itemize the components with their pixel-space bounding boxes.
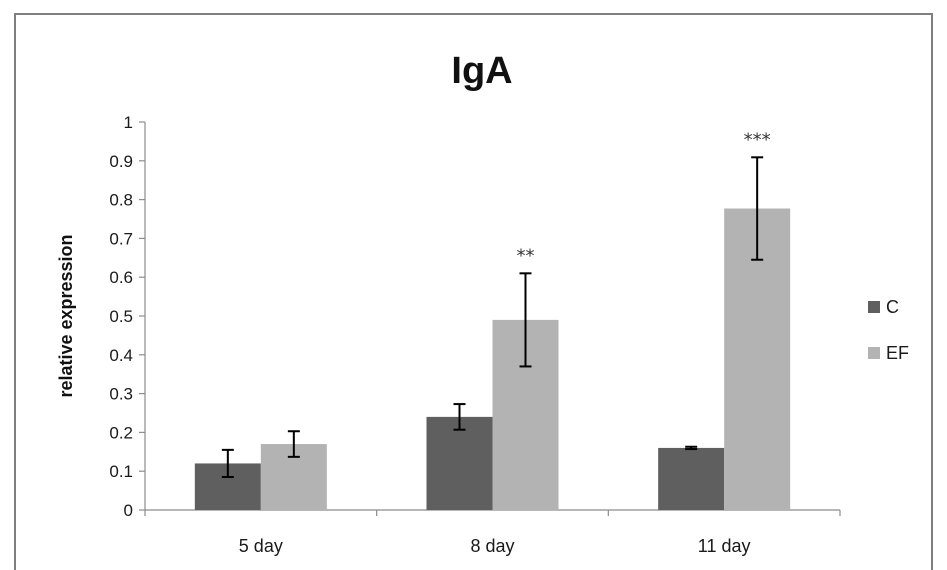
legend-swatch-ef	[868, 347, 880, 359]
y-tick-label: 0.9	[109, 152, 133, 171]
legend-label: EF	[886, 343, 909, 363]
x-tick-label: 8 day	[470, 536, 514, 556]
y-tick-label: 0.6	[109, 268, 133, 287]
y-tick-label: 0.1	[109, 462, 133, 481]
y-axis-label: relative expression	[56, 234, 76, 397]
x-tick-label: 11 day	[698, 536, 751, 556]
significance-marker: ***	[744, 129, 771, 150]
y-tick-label: 0.5	[109, 307, 133, 326]
y-tick-label: 0	[124, 501, 133, 520]
bars	[194, 208, 791, 511]
chart-title: IgA	[451, 50, 512, 92]
error-bars	[221, 156, 764, 479]
annotations: *****	[517, 129, 771, 266]
y-tick-label: 0.3	[109, 385, 133, 404]
x-tick-label: 5 day	[239, 536, 283, 556]
legend-swatch-c	[868, 301, 880, 313]
y-tick-label: 0.4	[109, 346, 133, 365]
bar-c-1	[426, 416, 493, 510]
bar-c-2	[658, 447, 725, 510]
y-tick-label: 1	[124, 113, 133, 132]
y-tick-label: 0.2	[109, 423, 133, 442]
significance-marker: **	[517, 245, 535, 266]
y-tick-label: 0.7	[109, 229, 133, 248]
legend-label: C	[886, 297, 899, 317]
y-tick-label: 0.8	[109, 191, 133, 210]
legend: C EF	[868, 297, 909, 363]
